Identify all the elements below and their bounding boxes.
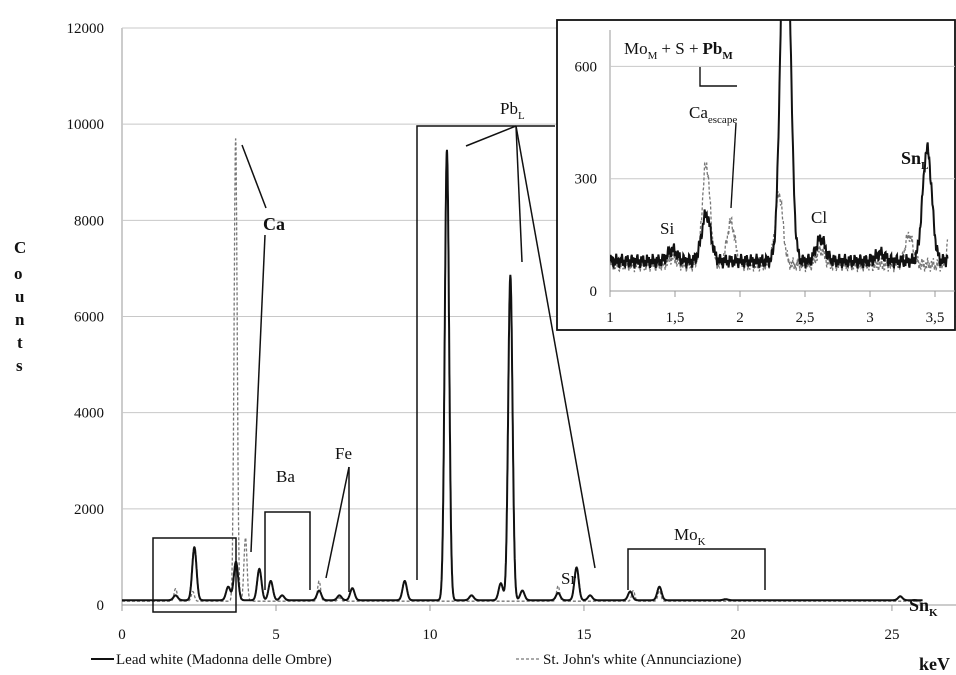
label-fe: Fe — [335, 444, 352, 463]
svg-text:C: C — [14, 238, 26, 257]
peak-annotations — [152, 125, 766, 613]
x-tick-label: 15 — [576, 627, 591, 643]
inset-y-tick-label: 300 — [575, 172, 598, 188]
svg-text:n: n — [15, 310, 25, 329]
y-tick-labels: 0 2000 4000 6000 8000 10000 12000 — [67, 21, 105, 614]
inset-annotation-lines — [699, 67, 737, 209]
y-tick-label: 6000 — [74, 310, 104, 326]
ca-leader-a — [241, 144, 267, 209]
label-ba: Ba — [276, 467, 295, 486]
svg-text:u: u — [15, 287, 24, 306]
y-tick-label: 4000 — [74, 406, 104, 422]
y-tick-label: 12000 — [67, 21, 105, 37]
inset-series-lead-white — [610, 20, 949, 270]
y-tick-label: 8000 — [74, 213, 104, 229]
x-tick-label: 25 — [884, 627, 899, 643]
peak-labels: Ca Ba Fe PbL Sr MoK SnK — [263, 99, 938, 619]
ba-bracket — [264, 511, 311, 590]
inset-x-tick-label: 2,5 — [796, 310, 815, 326]
fe-leader-a — [325, 466, 350, 579]
x-tick-label: 20 — [730, 627, 745, 643]
legend-dashed-label: St. John's white (Annunciazione) — [543, 652, 742, 668]
y-axis-title: C o u n t s — [14, 238, 26, 375]
label-ca-escape: Caescape — [689, 103, 737, 126]
zoom-box-inset-region — [152, 537, 237, 613]
inset-x-tick-label: 2 — [736, 310, 744, 326]
x-tick-label: 5 — [272, 627, 280, 643]
series-lead-white — [122, 149, 923, 602]
mo-bracket — [627, 548, 766, 590]
inset-x-tick-label: 1 — [606, 310, 614, 326]
x-axis-title: keV — [919, 654, 950, 674]
inset-y-tick-label: 600 — [575, 59, 598, 75]
inset-y-tick-labels: 0 300 600 — [575, 59, 598, 300]
pb-leader-c — [515, 125, 596, 569]
svg-text:s: s — [16, 356, 23, 375]
x-tick-labels: 0 5 10 15 20 25 — [118, 605, 899, 643]
inset-x-tick-label: 3,5 — [926, 310, 945, 326]
ca-escape-leader — [730, 122, 737, 209]
svg-text:o: o — [14, 264, 23, 283]
y-tick-label: 2000 — [74, 502, 104, 518]
pb-leader-a — [465, 125, 517, 147]
label-mo-k: MoK — [674, 525, 706, 548]
inset-x-tick-labels: 1 1,5 2 2,5 3 3,5 — [606, 291, 944, 326]
pb-bracket — [416, 125, 555, 580]
inset-gridlines — [610, 65, 955, 180]
y-tick-label: 10000 — [67, 117, 105, 133]
legend: Lead white (Madonna delle Ombre) St. Joh… — [91, 652, 742, 668]
label-si: Si — [660, 219, 674, 238]
label-sr: Sr — [561, 569, 576, 588]
legend-solid-label: Lead white (Madonna delle Ombre) — [116, 652, 332, 668]
label-cl: Cl — [811, 208, 827, 227]
ca-leader-b — [250, 234, 266, 553]
mo-m-bracket — [699, 67, 737, 87]
x-tick-label: 0 — [118, 627, 126, 643]
inset-x-tick-label: 3 — [866, 310, 874, 326]
inset-plot: 0 300 600 1 1,5 2 2,5 3 3,5 MoM + S + PbM Caescap… — [556, 19, 956, 331]
label-ca: Ca — [263, 214, 285, 234]
label-sn-l: SnL — [901, 148, 928, 172]
pb-leader-b — [515, 125, 523, 263]
x-tick-label: 10 — [422, 627, 437, 643]
svg-text:t: t — [17, 333, 23, 352]
label-mo-m-group: MoM + S + PbM — [624, 39, 733, 62]
inset-frame — [556, 19, 956, 331]
inset-y-tick-label: 0 — [590, 284, 598, 300]
inset-x-tick-label: 1,5 — [666, 310, 685, 326]
y-tick-label: 0 — [97, 598, 105, 614]
label-sn-k: SnK — [909, 595, 938, 619]
label-pb-l: PbL — [500, 99, 525, 122]
